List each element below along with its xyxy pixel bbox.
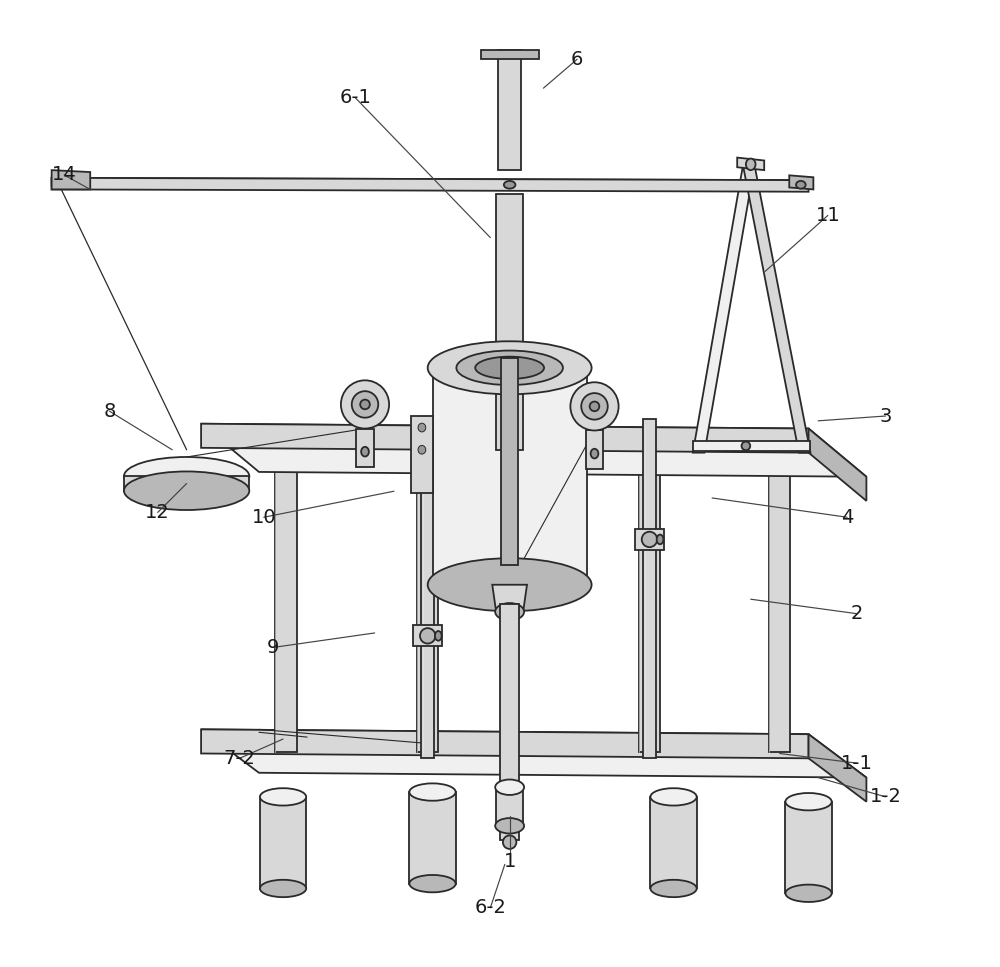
Ellipse shape	[581, 394, 608, 420]
Polygon shape	[275, 450, 297, 751]
Polygon shape	[498, 49, 521, 170]
Text: 2: 2	[851, 604, 863, 623]
Ellipse shape	[428, 558, 592, 611]
Polygon shape	[260, 797, 306, 889]
Ellipse shape	[503, 835, 516, 849]
Ellipse shape	[420, 629, 435, 644]
Text: 6-1: 6-1	[339, 88, 371, 107]
Polygon shape	[433, 367, 587, 585]
Polygon shape	[769, 450, 790, 751]
Text: 7-2: 7-2	[224, 748, 256, 768]
Text: 9: 9	[267, 638, 280, 657]
Polygon shape	[785, 802, 832, 894]
Ellipse shape	[742, 442, 750, 451]
Ellipse shape	[435, 631, 442, 641]
Polygon shape	[737, 158, 764, 170]
Polygon shape	[639, 450, 660, 751]
Ellipse shape	[124, 472, 249, 510]
Polygon shape	[201, 424, 866, 477]
Polygon shape	[52, 178, 809, 188]
Polygon shape	[693, 441, 810, 451]
Ellipse shape	[409, 783, 456, 801]
Text: 11: 11	[815, 206, 840, 225]
Polygon shape	[501, 358, 518, 566]
Text: 14: 14	[52, 165, 77, 185]
Ellipse shape	[418, 424, 426, 432]
Ellipse shape	[418, 446, 426, 454]
Polygon shape	[417, 450, 438, 751]
Ellipse shape	[495, 818, 524, 834]
Ellipse shape	[590, 401, 599, 411]
Polygon shape	[52, 170, 90, 190]
Polygon shape	[809, 734, 866, 802]
Ellipse shape	[591, 449, 598, 458]
Text: 4: 4	[841, 508, 853, 527]
Ellipse shape	[785, 793, 832, 810]
Polygon shape	[409, 792, 456, 884]
Text: 1-1: 1-1	[841, 753, 873, 773]
Ellipse shape	[785, 885, 832, 902]
Polygon shape	[52, 178, 809, 191]
Polygon shape	[650, 797, 697, 889]
Polygon shape	[789, 175, 813, 190]
Polygon shape	[124, 477, 249, 490]
Ellipse shape	[746, 159, 756, 170]
Text: 10: 10	[251, 508, 276, 527]
Ellipse shape	[260, 880, 306, 897]
Ellipse shape	[642, 532, 657, 547]
Polygon shape	[413, 626, 442, 647]
Polygon shape	[693, 165, 755, 453]
Text: 12: 12	[145, 503, 170, 522]
Ellipse shape	[475, 357, 544, 379]
Polygon shape	[635, 529, 664, 550]
Text: 1-2: 1-2	[870, 787, 902, 806]
Ellipse shape	[796, 181, 806, 189]
Ellipse shape	[650, 880, 697, 897]
Polygon shape	[356, 428, 374, 467]
Polygon shape	[643, 419, 656, 758]
Ellipse shape	[260, 788, 306, 806]
Polygon shape	[496, 787, 523, 826]
Ellipse shape	[570, 382, 619, 430]
Ellipse shape	[341, 380, 389, 428]
Text: 6-2: 6-2	[474, 898, 506, 918]
Polygon shape	[500, 604, 519, 840]
Text: 6: 6	[571, 49, 583, 69]
Ellipse shape	[361, 447, 369, 456]
Ellipse shape	[124, 457, 249, 495]
Polygon shape	[421, 419, 434, 758]
Polygon shape	[586, 430, 603, 469]
Polygon shape	[201, 729, 809, 758]
Ellipse shape	[650, 788, 697, 806]
Polygon shape	[201, 424, 809, 453]
Ellipse shape	[456, 351, 563, 385]
Polygon shape	[411, 416, 433, 493]
Ellipse shape	[495, 603, 524, 621]
Polygon shape	[582, 387, 608, 406]
Text: 3: 3	[880, 406, 892, 425]
Polygon shape	[492, 585, 527, 612]
Text: 8: 8	[103, 401, 116, 421]
Ellipse shape	[657, 535, 663, 544]
Ellipse shape	[504, 181, 515, 189]
Polygon shape	[481, 49, 539, 59]
Polygon shape	[809, 428, 866, 501]
Ellipse shape	[495, 779, 524, 795]
Polygon shape	[201, 729, 866, 777]
Polygon shape	[743, 165, 810, 453]
Text: 1: 1	[503, 852, 516, 871]
Ellipse shape	[428, 341, 592, 395]
Ellipse shape	[360, 399, 370, 409]
Polygon shape	[496, 194, 523, 450]
Ellipse shape	[409, 875, 456, 893]
Ellipse shape	[352, 392, 378, 418]
